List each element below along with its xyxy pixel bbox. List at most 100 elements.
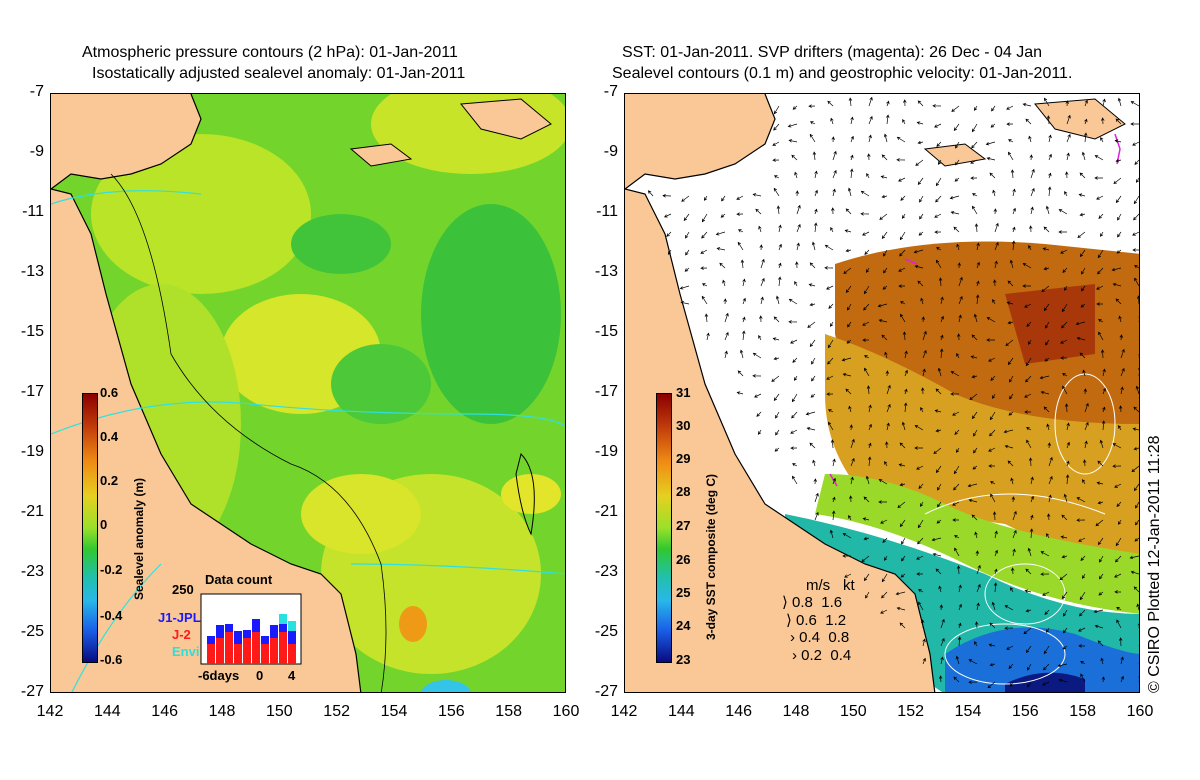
velocity-arrow: [1022, 284, 1032, 288]
velocity-arrow: [971, 514, 978, 521]
velocity-arrow: [1057, 663, 1068, 668]
velocity-arrow: [736, 212, 744, 216]
velocity-arrow: [742, 297, 746, 305]
velocity-arrow: [773, 175, 780, 179]
velocity-arrow: [922, 330, 927, 341]
velocity-arrow: [1063, 285, 1068, 291]
velocity-arrow: [1138, 335, 1139, 340]
velocity-arrow: [847, 187, 852, 197]
velocity-arrow: [808, 283, 816, 287]
inset-legend-j2: J-2: [172, 627, 191, 642]
velocity-arrow: [880, 609, 888, 614]
velocity-arrow: [1093, 609, 1104, 614]
velocity-arrow: [989, 411, 996, 421]
velocity-arrow: [742, 278, 746, 287]
velocity-arrow: [1102, 98, 1106, 107]
velocity-arrow: [760, 277, 765, 287]
right-cb-tick: 31: [676, 385, 691, 400]
inset-bar: [270, 625, 278, 638]
velocity-arrow: [775, 295, 780, 305]
velocity-arrow: [1096, 302, 1104, 306]
velocity-arrow: [885, 370, 889, 377]
velocity-arrow: [1066, 441, 1070, 449]
velocity-arrow: [898, 267, 906, 272]
velocity-arrow: [986, 338, 996, 342]
velocity-arrow: [773, 316, 780, 323]
velocity-arrow: [952, 501, 960, 506]
velocity-arrow: [1030, 476, 1034, 485]
velocity-arrow: [832, 458, 836, 467]
velocity-arrow: [913, 249, 924, 254]
velocity-arrow: [1097, 640, 1104, 647]
velocity-arrow: [701, 283, 708, 287]
velocity-arrow: [935, 388, 942, 395]
velocity-arrow: [809, 442, 816, 449]
x-tick-label: 142: [36, 703, 64, 720]
velocity-arrow: [1040, 551, 1050, 557]
velocity-arrow: [737, 370, 744, 377]
velocity-arrow: [1094, 155, 1104, 161]
velocity-arrow: [807, 321, 816, 328]
velocity-arrow: [918, 231, 924, 236]
velocity-arrow: [1081, 151, 1086, 161]
velocity-arrow: [899, 231, 906, 241]
y-tick-label: -9: [29, 143, 44, 160]
right-colorbar-label: 3-day SST composite (deg C): [704, 473, 718, 640]
velocity-arrow: [884, 461, 888, 467]
velocity-arrow: [881, 154, 888, 161]
velocity-arrow: [1094, 624, 1104, 629]
velocity-arrow: [809, 262, 816, 269]
left-cb-tick: -0.6: [100, 652, 123, 667]
velocity-arrow: [1060, 535, 1068, 539]
velocity-arrow: [1097, 537, 1104, 546]
velocity-arrow: [976, 602, 980, 611]
velocity-arrow: [990, 493, 996, 503]
velocity-arrow: [737, 229, 744, 233]
velocity-arrow: [920, 407, 924, 413]
velocity-arrow: [788, 320, 798, 324]
velocity-arrow: [1095, 519, 1104, 527]
velocity-arrow: [868, 115, 873, 125]
velocity-arrow: [865, 267, 870, 273]
velocity-arrow: [680, 301, 690, 305]
velocity-arrow: [1133, 447, 1139, 451]
inset-ymax: 250: [172, 582, 194, 597]
velocity-arrow: [954, 177, 960, 182]
velocity-arrow: [860, 212, 870, 216]
velocity-arrow: [1061, 591, 1068, 600]
y-tick-label: -17: [20, 383, 44, 400]
velocity-arrow: [1136, 603, 1139, 611]
velocity-arrow: [1134, 265, 1139, 269]
inset-bar: [279, 614, 287, 624]
velocity-arrow: [867, 456, 872, 467]
sealevel-anomaly-map: [51, 94, 565, 692]
velocity-arrow: [919, 213, 924, 220]
velocity-arrow: [811, 357, 816, 365]
velocity-arrow: [899, 622, 906, 629]
velocity-legend-row: ⟩ 0.8 1.6: [782, 594, 843, 611]
velocity-arrow: [958, 603, 962, 611]
velocity-arrow: [931, 537, 942, 542]
velocity-arrow: [902, 331, 907, 341]
velocity-arrow: [1006, 105, 1014, 110]
velocity-arrow: [1115, 537, 1122, 547]
velocity-arrow: [704, 313, 709, 323]
velocity-arrow: [1061, 321, 1068, 329]
velocity-legend-row: › 0.4 0.8: [790, 629, 850, 646]
velocity-arrow: [1058, 230, 1068, 234]
velocity-arrow: [900, 573, 906, 578]
velocity-arrow: [916, 121, 924, 125]
velocity-arrow: [920, 297, 924, 305]
x-tick-label: 144: [93, 703, 121, 720]
velocity-arrow: [1132, 231, 1139, 236]
velocity-arrow: [952, 518, 960, 522]
velocity-arrow: [922, 657, 926, 665]
velocity-arrow: [976, 242, 980, 251]
velocity-arrow: [917, 140, 924, 145]
velocity-arrow: [752, 352, 762, 359]
velocity-arrow: [1120, 367, 1125, 377]
velocity-arrow: [1047, 186, 1052, 197]
velocity-arrow: [842, 533, 852, 539]
velocity-arrow: [793, 375, 798, 381]
inset-xlabel: 0: [256, 668, 264, 683]
